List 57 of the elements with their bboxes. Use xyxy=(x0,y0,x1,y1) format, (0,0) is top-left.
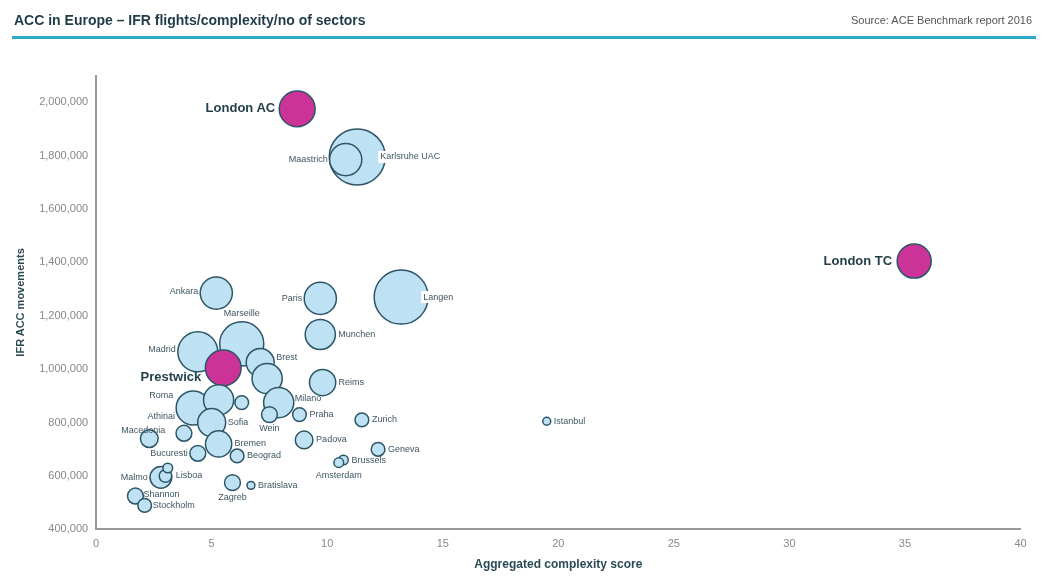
y-tick-label: 1,600,000 xyxy=(39,202,89,215)
annotation: Maastrich xyxy=(288,154,328,165)
annotation: Bratislava xyxy=(257,479,298,490)
annotation: Reims xyxy=(338,377,365,388)
x-axis-title: Aggregated complexity score xyxy=(474,557,643,572)
annotation: Athinai xyxy=(147,410,175,421)
annotation: Beograd xyxy=(247,450,282,461)
y-tick-label: 1,000,000 xyxy=(39,362,89,375)
annotation: Malmo xyxy=(120,471,148,482)
y-tick-label: 1,200,000 xyxy=(39,308,89,321)
x-tick-label: 40 xyxy=(1014,537,1027,550)
annotation: Prestwick xyxy=(140,369,203,385)
y-axis-title: IFR ACC movements xyxy=(13,248,26,357)
y-tick-label: 600,000 xyxy=(48,469,89,482)
annotation: Bucuresti xyxy=(150,447,188,458)
annotation: Marseille xyxy=(223,308,260,319)
y-tick-label: 800,000 xyxy=(48,415,89,428)
x-tick-label: 35 xyxy=(898,537,912,550)
x-tick-label: 10 xyxy=(321,537,334,550)
x-tick-label: 15 xyxy=(436,537,449,550)
x-tick-label: 30 xyxy=(783,537,796,550)
annotation: Paris xyxy=(281,292,303,303)
annotation: Wein xyxy=(259,423,280,434)
annotation: Istanbul xyxy=(553,415,586,426)
annotation: Geneva xyxy=(388,443,420,454)
annotation: Brussels xyxy=(351,455,387,466)
annotation: Milano xyxy=(294,393,322,404)
annotation: Bremen xyxy=(234,438,267,449)
x-tick-label: 5 xyxy=(208,537,215,550)
annotation: Stockholm xyxy=(152,499,195,510)
annotation: Madrid xyxy=(148,344,176,355)
y-tick-label: 2,000,000 xyxy=(39,95,89,108)
annotation: Praha xyxy=(309,409,334,420)
annotation: Ankara xyxy=(169,285,199,296)
annotation: Zagreb xyxy=(218,492,247,503)
annotation: Macedonia xyxy=(121,425,166,436)
source-note: Source: ACE Benchmark report 2016 xyxy=(851,14,1032,26)
annotation: Padova xyxy=(316,434,347,445)
annotation: Shannon xyxy=(143,488,180,499)
annotation: Zurich xyxy=(371,414,397,425)
y-tick-label: 1,800,000 xyxy=(39,148,89,161)
annotation: Karlsruhe UAC xyxy=(380,151,441,162)
annotation: Sofia xyxy=(227,417,249,428)
x-tick-label: 0 xyxy=(93,537,100,550)
x-tick-label: 25 xyxy=(667,537,680,550)
annotation: Roma xyxy=(149,390,174,401)
annotation: Amsterdam xyxy=(315,470,362,481)
annotation: London TC xyxy=(823,252,893,268)
y-tick-label: 400,000 xyxy=(48,522,89,535)
annotation: Munchen xyxy=(338,328,376,339)
y-tick-label: 1,400,000 xyxy=(39,255,89,268)
annotation: London AC xyxy=(205,100,276,116)
annotation: Lisboa xyxy=(175,470,203,481)
annotation: Langen xyxy=(423,291,454,302)
chart-title: ACC in Europe – IFR flights/complexity/no of sectors xyxy=(14,12,366,28)
x-tick-label: 20 xyxy=(552,537,565,550)
annotation: Brest xyxy=(276,352,298,363)
